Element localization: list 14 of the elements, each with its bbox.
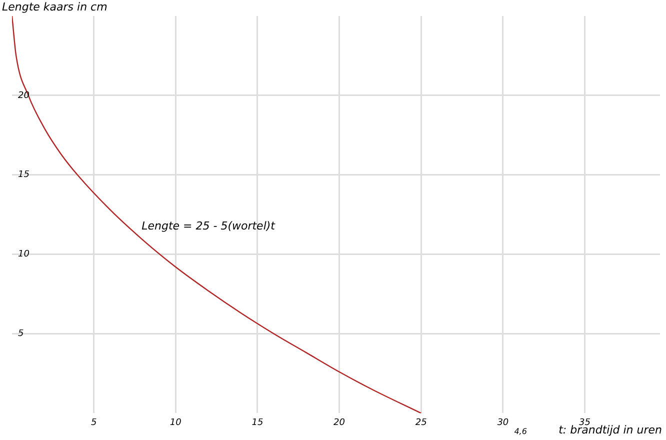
text: 4,6: [514, 427, 527, 436]
x-tick-label: 10: [170, 418, 182, 428]
x-tick-label: 30: [497, 418, 509, 428]
y-tick-label: 10: [18, 250, 30, 260]
line-series: [12, 16, 422, 414]
x-tick-label: 20: [334, 418, 346, 428]
y-tick-label: 5: [18, 329, 24, 340]
x-tick-label: 15: [252, 418, 264, 428]
x-tick-label: 35: [579, 418, 591, 428]
y-axis-title: Lengte kaars in cm: [2, 0, 108, 14]
x-tick-label: 25: [415, 418, 428, 428]
annotation: Lengte = 25 - 5(wortel)t: [142, 219, 276, 232]
x-tick-label: 5: [90, 418, 97, 428]
y-tick-label: 15: [18, 170, 30, 180]
